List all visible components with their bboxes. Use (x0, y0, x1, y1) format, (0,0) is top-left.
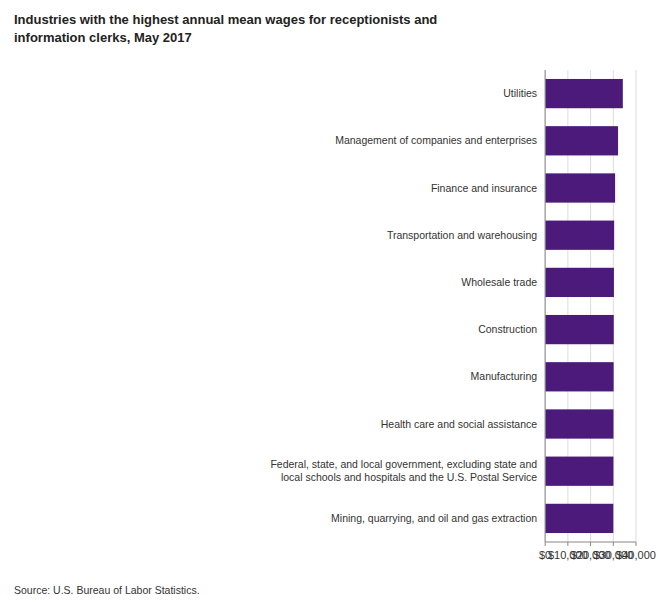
bar (545, 173, 615, 202)
grid (545, 70, 636, 542)
annotation: Source: U.S. Bureau of Labor Statistics. (14, 584, 200, 596)
category-label: Manufacturing (471, 370, 538, 382)
bar (545, 362, 613, 391)
bar (545, 409, 613, 438)
title-line: Industries with the highest annual mean … (14, 12, 437, 27)
category-label: Federal, state, and local government, ex… (270, 458, 537, 483)
category-label-line: Mining, quarrying, and oil and gas extra… (331, 512, 537, 524)
bar (545, 268, 614, 297)
category-label: Transportation and warehousing (387, 229, 537, 241)
category-label-line: Health care and social assistance (381, 418, 538, 430)
category-label-line: Utilities (503, 87, 537, 99)
category-label-line: Transportation and warehousing (387, 229, 537, 241)
tick-label: $40,000 (616, 549, 656, 561)
category-label-line: Wholesale trade (461, 276, 537, 288)
bar (545, 504, 613, 533)
bar (545, 315, 614, 344)
category-label: Finance and insurance (431, 182, 537, 194)
tick-mark (590, 542, 591, 546)
category-label-line: Construction (478, 323, 537, 335)
category-label-line: Finance and insurance (431, 182, 537, 194)
bar (545, 126, 618, 155)
chart: Industries with the highest annual mean … (0, 0, 658, 604)
tick-mark (636, 542, 637, 546)
category-label-line: local schools and hospitals and the U.S.… (281, 471, 537, 483)
x-axis-line (545, 542, 636, 543)
tick-mark (545, 542, 546, 546)
bar (545, 457, 613, 486)
category-label: Mining, quarrying, and oil and gas extra… (331, 512, 537, 524)
category-label-line: Federal, state, and local government, ex… (270, 458, 537, 470)
category-label: Utilities (503, 87, 537, 99)
category-label: Health care and social assistance (381, 418, 538, 430)
title-line: information clerks, May 2017 (14, 30, 192, 45)
grid-line (545, 70, 546, 542)
category-label: Management of companies and enterprises (335, 134, 537, 146)
category-label-line: Management of companies and enterprises (335, 134, 537, 146)
y-axis-labels: Mining, quarrying, and oil and gas extra… (270, 87, 537, 524)
tick-mark (613, 542, 614, 546)
bars (545, 79, 623, 533)
x-axis: $0$10,000$20,000$30,000$40,000 (539, 542, 656, 561)
category-label: Wholesale trade (461, 276, 537, 288)
title: Industries with the highest annual mean … (14, 12, 437, 45)
y-axis-line (545, 70, 546, 542)
grid-line (636, 70, 637, 542)
bar (545, 221, 614, 250)
bar (545, 79, 623, 108)
tick-mark (567, 542, 568, 546)
category-label: Construction (478, 323, 537, 335)
category-label-line: Manufacturing (471, 370, 538, 382)
